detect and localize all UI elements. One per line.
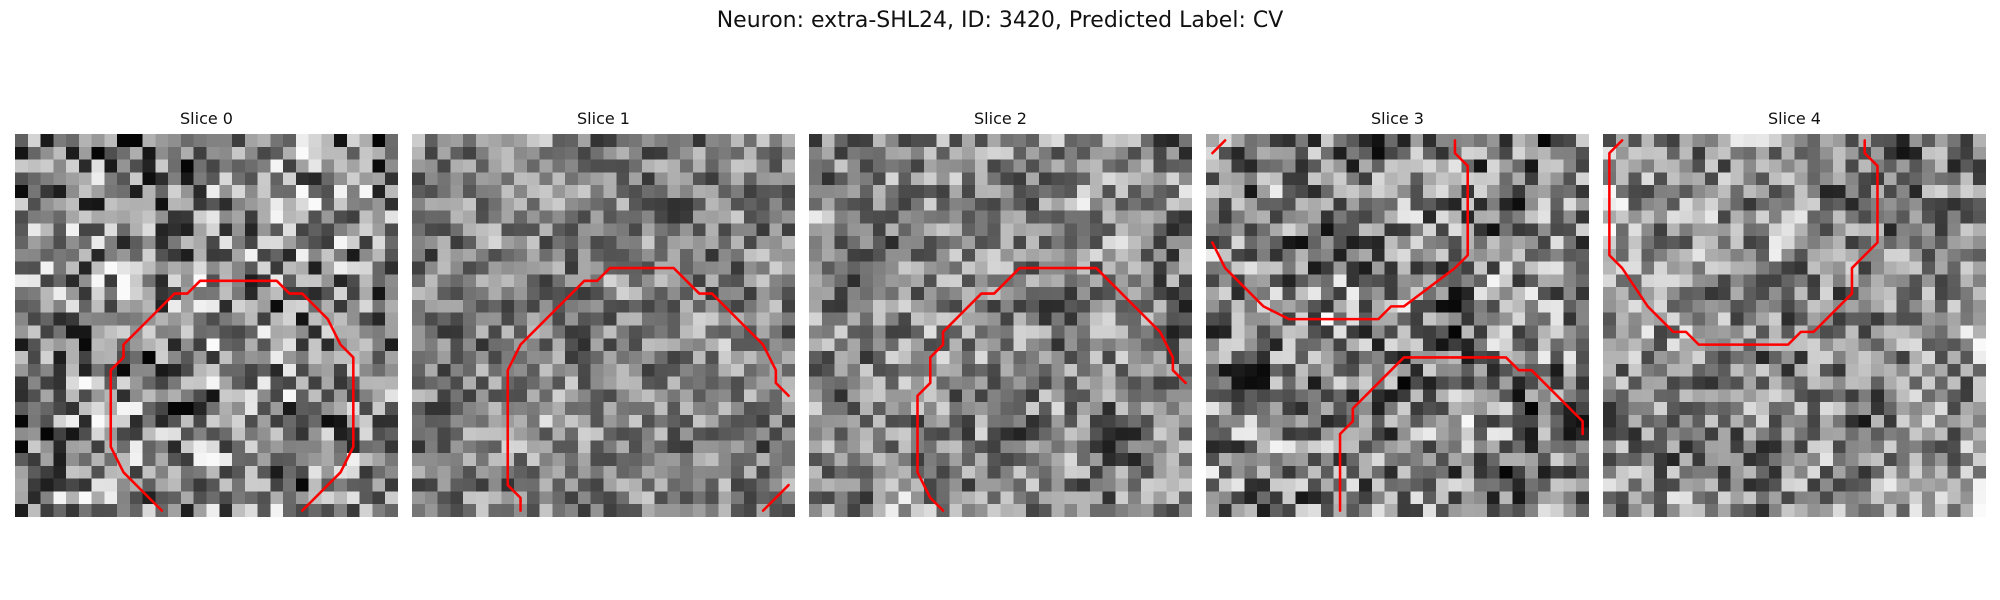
- contour-line: [1338, 356, 1584, 512]
- slice-panel-3: Slice 3: [1206, 106, 1589, 517]
- contour-line: [109, 279, 355, 512]
- contour-line: [1608, 139, 1879, 346]
- contour-line: [761, 483, 790, 512]
- slice-title: Slice 2: [974, 109, 1027, 128]
- slice-panel-0: Slice 0: [15, 106, 398, 517]
- slice-title: Slice 4: [1768, 109, 1821, 128]
- contour-overlay: [916, 266, 1187, 512]
- slice-image: [412, 134, 795, 517]
- figure-title: Neuron: extra-SHL24, ID: 3420, Predicted…: [716, 8, 1284, 33]
- contour-line: [1211, 139, 1469, 321]
- contour-overlay: [1211, 139, 1584, 512]
- slice-title: Slice 1: [577, 109, 630, 128]
- contour-line: [506, 266, 790, 512]
- slice-panel-4: Slice 4: [1603, 106, 1986, 517]
- slice-title: Slice 0: [180, 109, 233, 128]
- contour-overlay: [506, 266, 790, 512]
- slice-image: [1206, 134, 1589, 517]
- slice-image: [809, 134, 1192, 517]
- contour-overlay: [1608, 139, 1879, 346]
- contour-line: [916, 266, 1187, 512]
- slice-image: [15, 134, 398, 517]
- contour-overlay: [109, 279, 355, 512]
- contour-line: [1211, 139, 1227, 155]
- slice-panel-2: Slice 2: [809, 106, 1192, 517]
- slice-panel-1: Slice 1: [412, 106, 795, 517]
- slice-title: Slice 3: [1371, 109, 1424, 128]
